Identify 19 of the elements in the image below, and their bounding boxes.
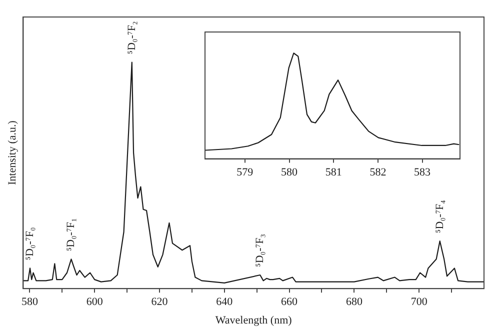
x-axis-title: Wavelength (nm) <box>215 314 292 326</box>
annotation: ⁵D₀-⁷F₀ <box>24 227 36 260</box>
x-tick-label: 700 <box>410 296 428 308</box>
annotation: ⁵D₀-⁷F₁ <box>65 218 78 252</box>
annotation: ⁵D₀-⁷F₄ <box>434 200 446 234</box>
x-tick-label: 600 <box>86 296 104 308</box>
x-tick-label: 620 <box>151 296 168 308</box>
x-tick-label: 640 <box>216 296 234 308</box>
x-tick-label: 660 <box>281 296 298 308</box>
x-tick-label: 580 <box>21 296 38 308</box>
x-tick-label: 582 <box>370 166 386 178</box>
x-tick-label: 680 <box>346 296 363 308</box>
x-tick-label: 583 <box>414 166 432 178</box>
x-tick-label: 580 <box>281 166 298 178</box>
y-axis-title: Intensity (a.u.) <box>6 120 18 186</box>
x-tick-label: 581 <box>325 166 342 178</box>
x-tick-label: 579 <box>236 166 254 178</box>
annotation: ⁵D₀-⁷F₂ <box>126 21 138 54</box>
annotation: ⁵D₀-⁷F₃ <box>254 234 266 268</box>
